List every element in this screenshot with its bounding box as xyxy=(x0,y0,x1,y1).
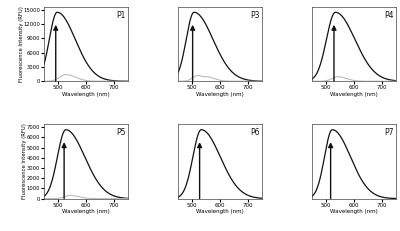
Y-axis label: Fluorescence Intensity (RFU): Fluorescence Intensity (RFU) xyxy=(22,124,27,199)
X-axis label: Wavelength (nm): Wavelength (nm) xyxy=(62,209,110,214)
Text: P4: P4 xyxy=(384,11,394,20)
Text: P7: P7 xyxy=(384,128,394,137)
Text: P5: P5 xyxy=(116,128,125,137)
Text: P3: P3 xyxy=(250,11,259,20)
X-axis label: Wavelength (nm): Wavelength (nm) xyxy=(196,209,244,214)
X-axis label: Wavelength (nm): Wavelength (nm) xyxy=(196,92,244,97)
X-axis label: Wavelength (nm): Wavelength (nm) xyxy=(62,92,110,97)
Text: P1: P1 xyxy=(116,11,125,20)
Y-axis label: Fluorescence Intensity (RFU): Fluorescence Intensity (RFU) xyxy=(19,6,24,82)
Text: P6: P6 xyxy=(250,128,259,137)
X-axis label: Wavelength (nm): Wavelength (nm) xyxy=(330,92,378,97)
X-axis label: Wavelength (nm): Wavelength (nm) xyxy=(330,209,378,214)
